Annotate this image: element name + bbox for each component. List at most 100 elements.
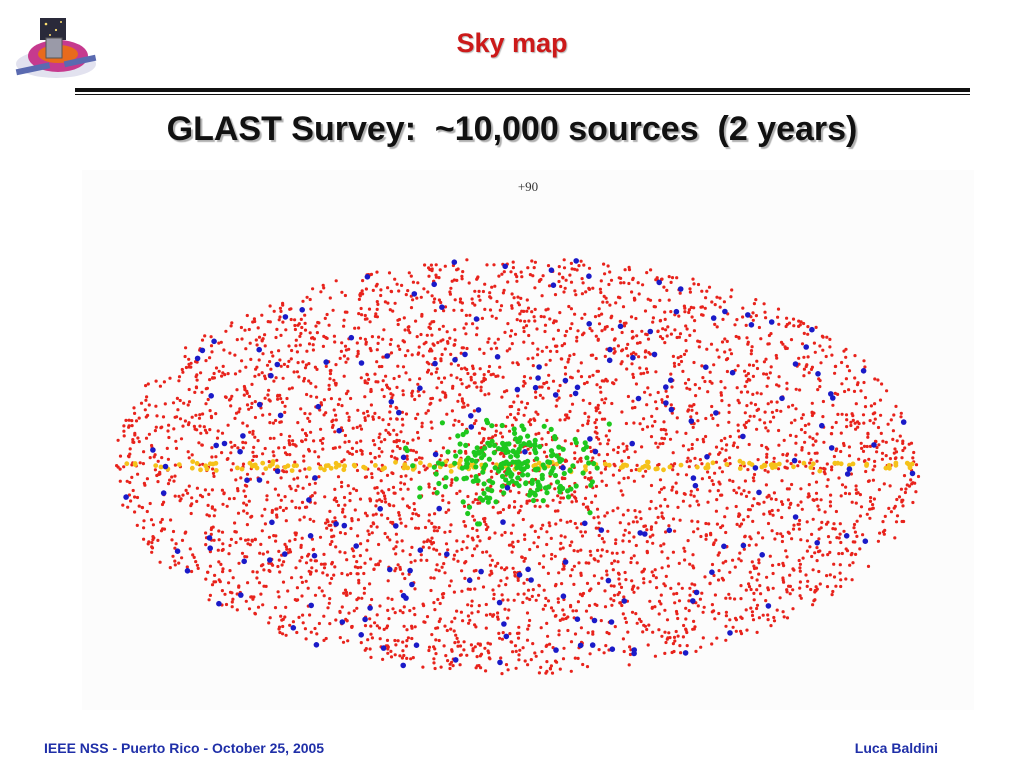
yellow-source-dot [904, 460, 910, 466]
red-source-dot [811, 568, 815, 572]
red-source-dot [710, 404, 714, 409]
red-source-dot [382, 328, 386, 332]
red-source-dot [442, 309, 446, 313]
blue-source-dot [860, 368, 867, 374]
green-source-dot [532, 441, 538, 447]
green-source-dot [568, 486, 574, 492]
red-source-dot [875, 445, 879, 450]
red-source-dot [321, 283, 325, 287]
yellow-source-dot [189, 465, 195, 471]
red-source-dot [591, 373, 595, 377]
blue-source-dot [586, 273, 592, 279]
red-source-dot [735, 318, 739, 322]
red-source-dot [477, 576, 481, 580]
red-source-dot [550, 552, 554, 557]
red-source-dot [261, 552, 265, 556]
red-source-dot [380, 388, 384, 392]
red-source-dot [209, 416, 214, 420]
red-source-dot [257, 373, 261, 377]
red-source-dot [583, 475, 587, 480]
red-source-dot [469, 375, 473, 379]
red-source-dot [530, 594, 534, 598]
red-source-dot [491, 372, 495, 376]
red-source-dot [744, 420, 749, 425]
red-source-dot [338, 397, 342, 401]
red-source-dot [749, 349, 754, 353]
red-source-dot [596, 548, 600, 552]
red-source-dot [458, 297, 463, 301]
red-source-dot [281, 303, 285, 307]
blue-source-dot [364, 274, 371, 280]
red-source-dot [579, 548, 583, 552]
red-source-dot [845, 364, 850, 368]
red-source-dot [494, 423, 498, 427]
red-source-dot [132, 406, 136, 410]
red-source-dot [295, 586, 299, 590]
red-source-dot [780, 515, 784, 520]
red-source-dot [350, 625, 354, 629]
red-source-dot [392, 376, 396, 381]
red-source-dot [526, 357, 530, 361]
red-source-dot [406, 325, 410, 329]
red-source-dot [368, 582, 372, 586]
red-source-dot [891, 437, 895, 441]
red-source-dot [723, 459, 727, 463]
red-source-dot [554, 614, 558, 618]
red-source-dot [895, 497, 899, 502]
red-source-dot [525, 309, 529, 313]
red-source-dot [162, 527, 167, 531]
red-source-dot [434, 626, 438, 630]
red-source-dot [471, 301, 475, 305]
red-source-dot [427, 266, 431, 270]
red-source-dot [605, 325, 609, 329]
red-source-dot [184, 346, 188, 350]
red-source-dot [185, 565, 189, 569]
red-source-dot [538, 393, 542, 397]
red-source-dot [767, 494, 771, 498]
red-source-dot [421, 665, 425, 669]
red-source-dot [785, 555, 789, 559]
green-source-dot [485, 440, 491, 446]
red-source-dot [761, 613, 765, 617]
red-source-dot [618, 296, 622, 300]
red-source-dot [116, 438, 120, 442]
red-source-dot [892, 451, 896, 455]
red-source-dot [249, 357, 253, 361]
red-source-dot [313, 450, 317, 454]
red-source-dot [438, 601, 442, 606]
red-source-dot [662, 427, 666, 432]
red-source-dot [213, 573, 217, 577]
red-source-dot [537, 593, 541, 597]
blue-source-dot [729, 369, 736, 376]
green-source-dot [542, 485, 549, 491]
red-source-dot [742, 547, 746, 551]
red-source-dot [352, 609, 356, 613]
red-source-dot [670, 276, 675, 280]
red-source-dot [649, 435, 654, 439]
red-source-dot [788, 433, 793, 437]
red-source-dot [370, 597, 374, 602]
red-source-dot [303, 328, 308, 332]
red-source-dot [234, 530, 238, 534]
red-source-dot [508, 334, 513, 338]
blue-source-dot [500, 519, 506, 525]
red-source-dot [396, 322, 400, 327]
red-source-dot [473, 303, 477, 307]
red-source-dot [142, 519, 146, 523]
red-source-dot [626, 342, 630, 346]
blue-source-dot [333, 521, 339, 527]
red-source-dot [408, 609, 412, 613]
red-source-dot [131, 438, 135, 442]
red-source-dot [709, 413, 714, 417]
red-source-dot [534, 598, 538, 602]
red-source-dot [475, 385, 479, 389]
green-source-dot [474, 445, 480, 451]
red-source-dot [233, 521, 237, 525]
red-source-dot [274, 418, 278, 423]
red-source-dot [172, 479, 176, 483]
red-source-dot [588, 589, 592, 593]
red-source-dot [664, 530, 668, 534]
red-source-dot [374, 504, 378, 508]
red-source-dot [656, 329, 660, 333]
green-source-dot [534, 456, 540, 462]
